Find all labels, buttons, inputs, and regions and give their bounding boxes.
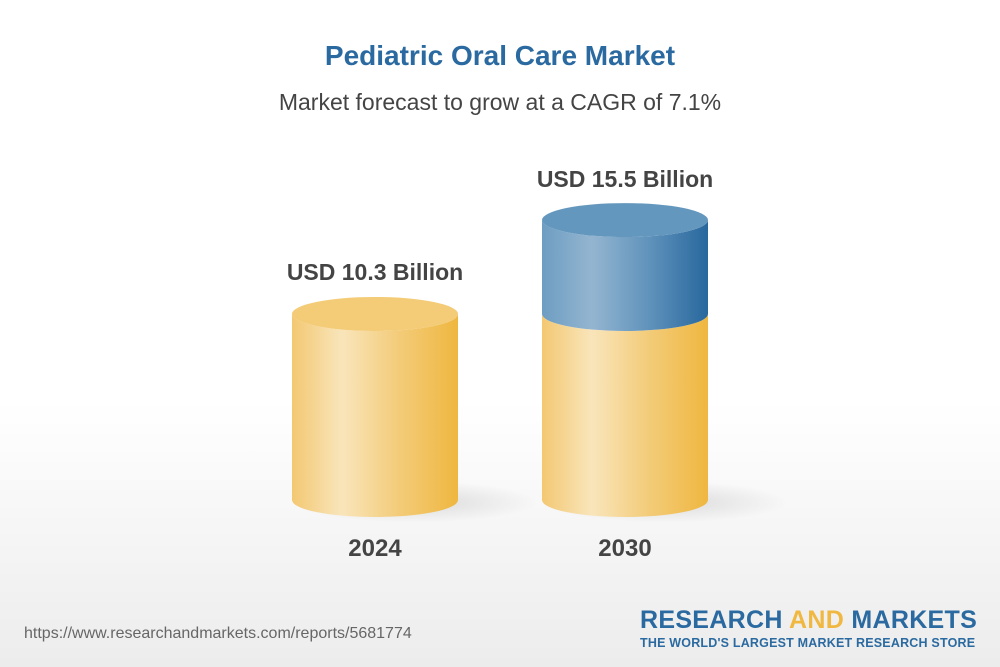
cylinder-body-2024 bbox=[292, 313, 458, 517]
cylinder-growth-segment-2030 bbox=[542, 220, 708, 331]
year-label-2024: 2024 bbox=[348, 535, 402, 562]
cylinder-base-segment-2030 bbox=[542, 313, 708, 517]
year-label-2030: 2030 bbox=[598, 535, 651, 562]
cylinder-top-2024 bbox=[292, 296, 458, 331]
cylinder-top-2030 bbox=[542, 203, 708, 238]
value-label-2030: USD 15.5 Billion bbox=[537, 166, 713, 192]
report-url[interactable]: https://www.researchandmarkets.com/repor… bbox=[24, 625, 412, 642]
chart-title: Pediatric Oral Care Market bbox=[324, 40, 676, 71]
chart-subtitle: Market forecast to grow at a CAGR of 7.1… bbox=[278, 89, 722, 115]
research-and-markets-logo: RESEARCH AND MARKETS THE WORLD'S LARGEST… bbox=[640, 606, 978, 650]
value-label-2024: USD 10.3 Billion bbox=[287, 259, 463, 285]
